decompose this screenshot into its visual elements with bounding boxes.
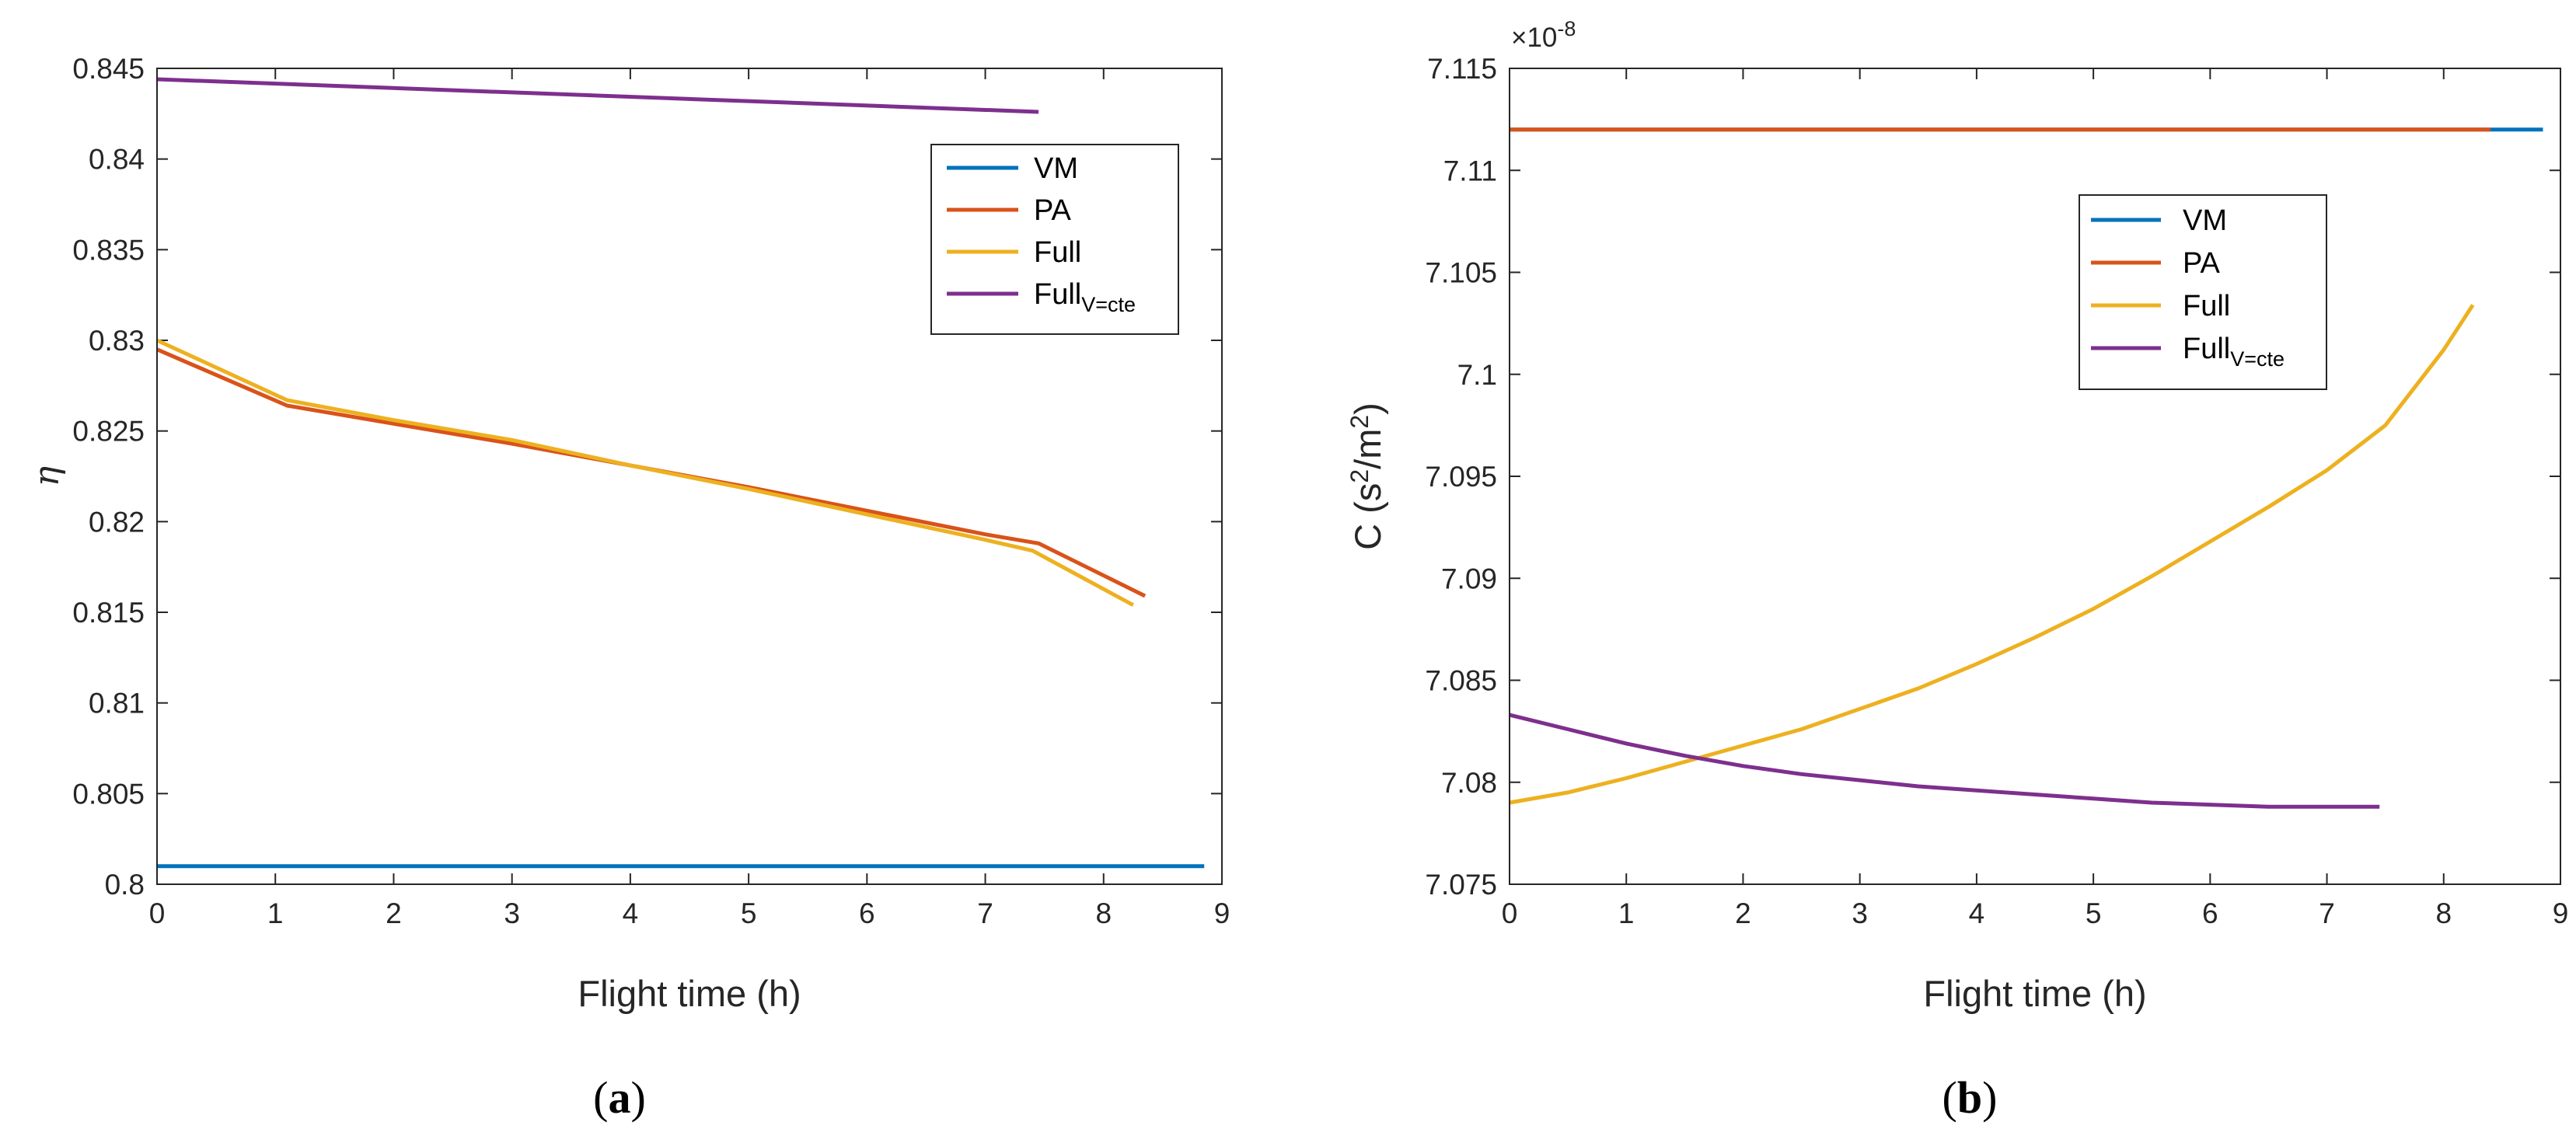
panel-b-xtick-label: 3 xyxy=(1852,897,1868,929)
panel-a-axes-box xyxy=(156,68,1223,885)
panel-b-legend: VM PA Full FullV=cte xyxy=(2079,194,2327,390)
panel-b-xtick-label: 6 xyxy=(2202,897,2218,929)
panel-a-ytick-label: 0.84 xyxy=(89,144,145,176)
panel-a-ytick-label: 0.815 xyxy=(72,597,145,629)
panel-b-xtick-label: 1 xyxy=(1618,897,1635,929)
panel-b-xtick-label: 4 xyxy=(1969,897,1985,929)
panel-b-xtick-label: 5 xyxy=(2086,897,2102,929)
panel-b-xtick-label: 0 xyxy=(1502,897,1518,929)
panel-b-legend-box xyxy=(2079,194,2327,390)
panel-a-legend-label: PA xyxy=(1034,194,1072,227)
panel-a-xtick-label: 6 xyxy=(859,897,875,929)
panel-b-series-full xyxy=(1509,304,2475,805)
panel-b-legend-label: FullV=cte xyxy=(2183,333,2285,371)
panel-b-ytick-label: 7.09 xyxy=(1441,563,1497,594)
panel-b-ytick-label: 7.105 xyxy=(1425,257,1497,289)
panel-b-axes-box xyxy=(1509,68,2561,885)
panel-b-ylabel: C (s2/m2) xyxy=(1346,402,1388,550)
panel-a-xtick-label: 3 xyxy=(504,897,520,929)
panel-a-xtick-label: 4 xyxy=(623,897,639,929)
panel-a-legend: VM PA Full FullV=cte xyxy=(930,144,1179,335)
panel-a-xlabel: Flight time (h) xyxy=(578,973,801,1014)
panel-b-ytick-label: 7.115 xyxy=(1427,53,1497,85)
panel-a-xtick-label: 5 xyxy=(741,897,757,929)
panel-a-ytick-label: 0.83 xyxy=(89,325,145,357)
panel-a-xtick-label: 2 xyxy=(386,897,402,929)
panel-b-xtick-label: 2 xyxy=(1735,897,1751,929)
panel-b-ytick-label: 7.085 xyxy=(1425,665,1497,697)
panel-a-ytick-label: 0.845 xyxy=(72,53,145,85)
panel-a-ytick-label: 0.825 xyxy=(72,416,145,448)
panel-b-legend-label: VM xyxy=(2183,204,2227,237)
panel-a-xtick-label: 7 xyxy=(977,897,993,929)
panel-b-ytick-label: 7.1 xyxy=(1457,359,1497,391)
panel-b-ytick-label: 7.095 xyxy=(1425,461,1497,493)
panel-a-ytick-label: 0.835 xyxy=(72,234,145,266)
panel-b-xtick-label: 9 xyxy=(2553,897,2569,929)
panel-b-xlabel: Flight time (h) xyxy=(1923,973,2146,1014)
panel-b-ytick-label: 7.11 xyxy=(1443,155,1497,186)
panel-a-ytick-label: 0.8 xyxy=(105,869,145,901)
panel-b-caption: (b) xyxy=(1942,1072,1998,1123)
panel-a-ytick-label: 0.805 xyxy=(72,778,145,810)
panel-b-series-full-v-cte xyxy=(1509,713,2380,809)
panel-b-xtick-label: 7 xyxy=(2319,897,2335,929)
panel-a-legend-box xyxy=(930,144,1179,335)
panel-b-plot-area xyxy=(1510,68,2560,884)
panel-a-caption: (a) xyxy=(593,1072,646,1123)
panel-a-xtick-label: 9 xyxy=(1214,897,1230,929)
panel-a-xtick-label: 0 xyxy=(149,897,166,929)
panel-b-ytick-label: 7.08 xyxy=(1441,767,1497,799)
panel-a-legend-label: VM xyxy=(1034,152,1078,185)
panel-b-legend-label: PA xyxy=(2183,247,2221,280)
panel-a-legend-label: Full xyxy=(1034,236,1081,269)
panel-b-legend-label: Full xyxy=(2183,290,2230,322)
panel-a-series-full-v-cte xyxy=(156,77,1039,114)
panel-b-chart: 0 1 2 3 4 5 6 7 8 9 7.075 7.08 7.085 7.09 7.095 7.1 7.1… xyxy=(1346,17,2568,1123)
panel-a-ytick-label: 0.81 xyxy=(89,688,145,720)
panel-a-xtick-label: 1 xyxy=(267,897,284,929)
panel-a-ylabel: η xyxy=(27,466,67,486)
panel-a-chart: 0 1 2 3 4 5 6 7 8 9 0.8 0.805 0.81 0.815 0.82 0.825 0.8… xyxy=(27,53,1230,1123)
panel-a-legend-label: FullV=cte xyxy=(1034,278,1136,316)
panel-a-xtick-label: 8 xyxy=(1095,897,1112,929)
panel-b-xtick-label: 8 xyxy=(2435,897,2452,929)
panel-a-series-full xyxy=(155,338,1134,607)
panel-b-y-multiplier: ×10-8 xyxy=(1511,17,1576,53)
panel-b-ytick-label: 7.075 xyxy=(1425,869,1497,901)
panel-a-ytick-label: 0.82 xyxy=(89,506,145,538)
